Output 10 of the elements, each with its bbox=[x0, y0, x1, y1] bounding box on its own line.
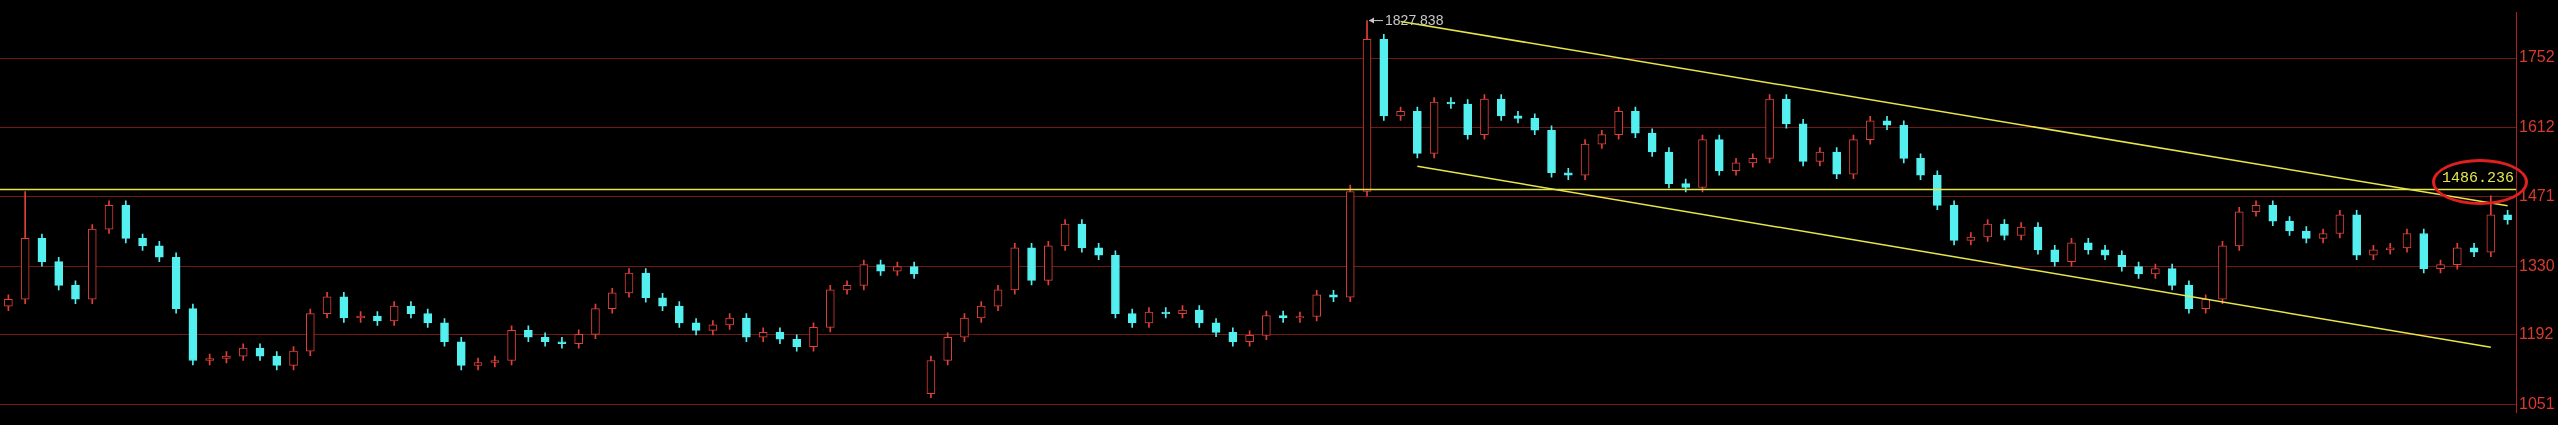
y-tick-label: 1752 bbox=[2519, 48, 2555, 66]
y-tick-label: 1051 bbox=[2519, 394, 2555, 412]
y-tick-label: 1330 bbox=[2519, 257, 2555, 275]
y-tick-label: 1612 bbox=[2519, 117, 2555, 135]
candlestick bbox=[1161, 307, 1171, 319]
y-tick-label: 1192 bbox=[2519, 325, 2554, 343]
annotation: 1827.838 bbox=[1385, 12, 1444, 29]
ref-line-label: 1486.236 bbox=[2441, 169, 2514, 187]
candlestick bbox=[1295, 311, 1305, 323]
candlestick bbox=[2385, 243, 2395, 255]
